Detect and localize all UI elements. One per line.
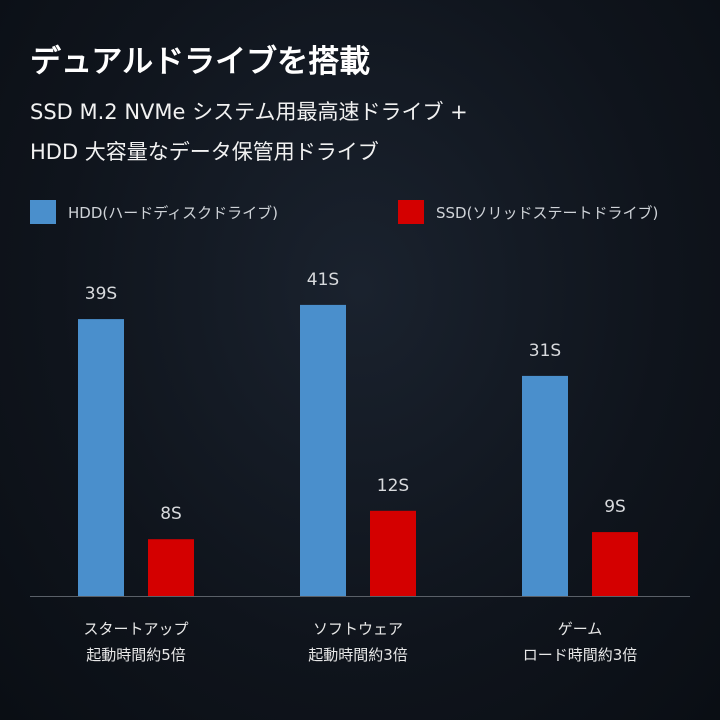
bar-hdd-3	[522, 375, 568, 596]
category-sublabel: 起動時間約5倍	[86, 646, 186, 664]
category-sublabel: 起動時間約3倍	[308, 646, 408, 664]
legend-ssd-label: SSD(ソリッドステートドライブ)	[436, 203, 659, 222]
category-label-3: ゲームロード時間約3倍	[490, 616, 670, 668]
subtitle: SSD M.2 NVMe システム用最高速ドライブ + HDD 大容量なデータ保…	[30, 92, 468, 172]
bar-hdd-1	[78, 319, 124, 596]
category-name: ソフトウェア	[312, 620, 403, 638]
value-label-hdd-1: 39S	[85, 284, 117, 304]
legend-ssd: SSD(ソリッドステートドライブ)	[398, 200, 658, 224]
legend-ssd-swatch	[398, 200, 424, 224]
category-name: スタートアップ	[83, 620, 189, 638]
category-sublabel: ロード時間約3倍	[522, 646, 638, 664]
bar-ssd-2	[370, 510, 416, 596]
bar-ssd-1	[148, 539, 194, 596]
value-label-ssd-3: 9S	[604, 497, 626, 517]
value-label-hdd-2: 41S	[307, 270, 339, 290]
value-label-ssd-2: 12S	[377, 476, 409, 496]
value-label-ssd-1: 8S	[160, 504, 182, 524]
category-label-2: ソフトウェア 起動時間約3倍	[268, 616, 448, 668]
page-title: デュアルドライブを搭載	[30, 44, 371, 80]
legend-hdd-swatch	[30, 200, 56, 224]
subtitle-line-2: HDD 大容量なデータ保管用ドライブ	[30, 140, 379, 164]
legend-hdd: HDD(ハードディスクドライブ)	[30, 200, 278, 224]
bar-ssd-3	[592, 532, 638, 596]
category-label-1: スタートアップ 起動時間約5倍	[46, 616, 226, 668]
legend-hdd-label: HDD(ハードディスクドライブ)	[68, 203, 279, 222]
bar-hdd-2	[300, 304, 346, 596]
category-name: ゲーム	[557, 620, 603, 638]
value-label-hdd-3: 31S	[529, 341, 561, 361]
subtitle-line-1: SSD M.2 NVMe システム用最高速ドライブ +	[30, 100, 468, 124]
